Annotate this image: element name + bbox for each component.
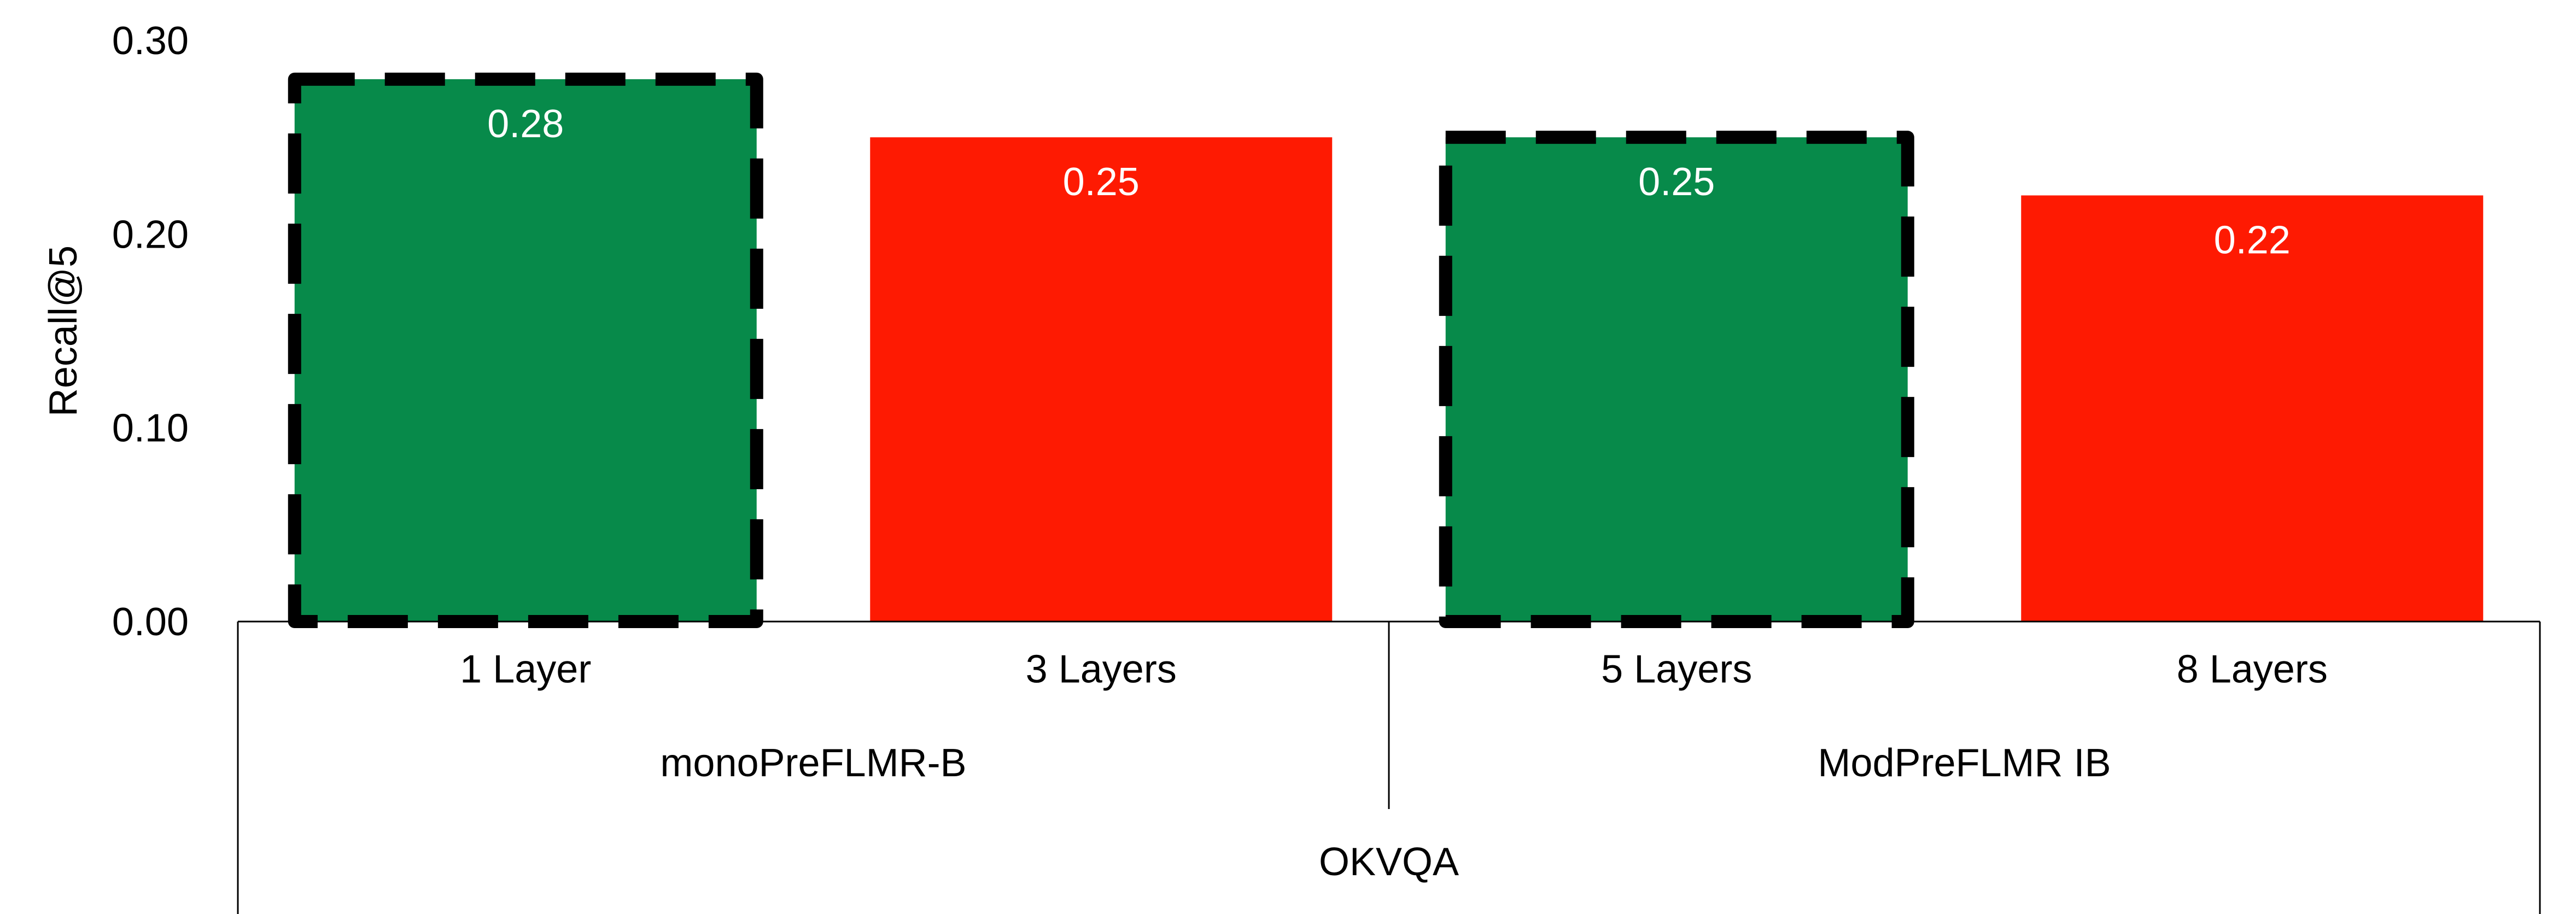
y-tick-label: 0.20: [112, 213, 189, 256]
x-tick-label: 5 Layers: [1601, 648, 1752, 692]
y-tick-label: 0.30: [112, 19, 189, 63]
y-axis: 0.00 0.10 0.20 0.30: [112, 19, 189, 644]
x-tick-label: 8 Layers: [2177, 648, 2328, 692]
bar-highlight-outline: [288, 72, 763, 629]
group-label: monoPreFLMR-B: [660, 741, 966, 785]
bar: [294, 79, 757, 622]
x-tick-label: 1 Layer: [460, 648, 591, 692]
y-tick-label: 0.00: [112, 600, 189, 644]
outer-group-label: OKVQA: [1319, 840, 1459, 884]
bar: [1445, 137, 1908, 622]
group-label: ModPreFLMR IB: [1818, 741, 2111, 785]
data-label: 0.22: [2214, 218, 2291, 262]
bars: 0.28 0.25 0.25 0.22: [288, 72, 2484, 629]
data-label: 0.25: [1638, 160, 1715, 204]
data-label: 0.28: [487, 102, 564, 146]
bar: [870, 137, 1333, 622]
y-axis-label: Recall@5: [42, 245, 85, 417]
category-table: 1 Layer 3 Layers 5 Layers 8 Layers monoPreFL…: [237, 620, 2541, 914]
bar: [2021, 195, 2484, 622]
y-tick-label: 0.10: [112, 407, 189, 450]
data-label: 0.25: [1063, 160, 1140, 204]
x-tick-label: 3 Layers: [1026, 648, 1177, 692]
